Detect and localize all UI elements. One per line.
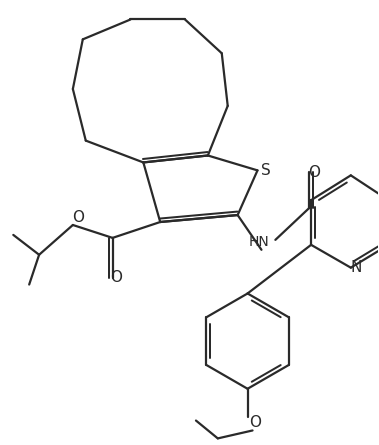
Text: O: O <box>249 415 262 430</box>
Text: N: N <box>350 260 362 275</box>
Text: HN: HN <box>249 235 270 249</box>
Text: O: O <box>111 270 122 285</box>
Text: O: O <box>72 210 84 225</box>
Text: O: O <box>308 165 320 180</box>
Text: S: S <box>261 163 270 178</box>
